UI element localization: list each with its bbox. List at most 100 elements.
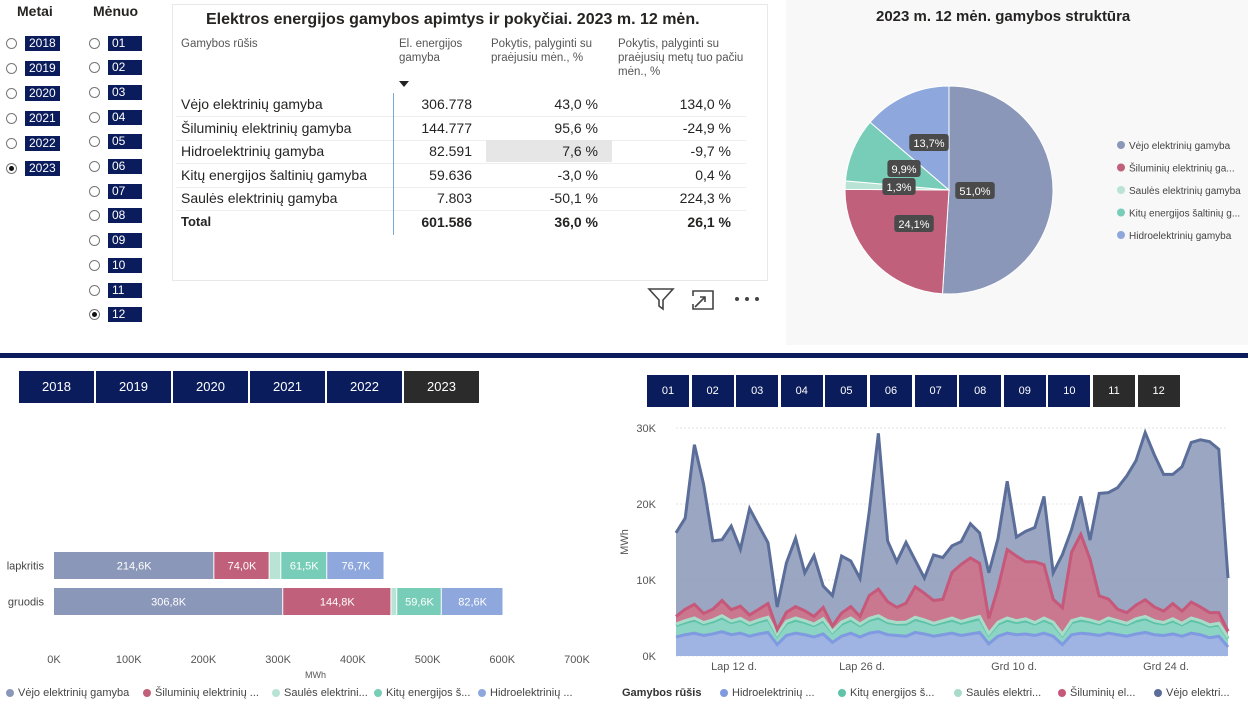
area-legend-item[interactable]: Šiluminių el... [1058, 687, 1135, 699]
year-button-2019[interactable]: 2019 [96, 371, 171, 403]
year-button-2021[interactable]: 2021 [250, 371, 325, 403]
bar-legend-item[interactable]: Hidroelektrinių ... [478, 687, 573, 699]
month-button-10[interactable]: 10 [1048, 375, 1091, 407]
radio-button[interactable] [6, 87, 17, 99]
bar-legend-item[interactable]: Šiluminių elektrinių ... [143, 687, 259, 699]
pie-legend-label[interactable]: Vėjo elektrinių gamyba [1129, 141, 1231, 152]
bar-segment[interactable] [283, 588, 391, 615]
col-header-type[interactable]: Gamybos rūšis [181, 38, 258, 50]
bar-segment[interactable] [54, 552, 214, 579]
year-option[interactable]: 2022 [6, 134, 60, 152]
month-option[interactable]: 12 [89, 306, 142, 324]
col-header-change-year[interactable]: Pokytis, palyginti su praėjusių metų tuo… [618, 38, 744, 78]
radio-button[interactable] [89, 309, 100, 321]
month-option[interactable]: 05 [89, 133, 142, 151]
radio-button[interactable] [6, 162, 17, 174]
pie-legend-label[interactable]: Šiluminių elektrinių ga... [1129, 162, 1235, 175]
pie-legend-label[interactable]: Hidroelektrinių gamyba [1129, 231, 1232, 242]
year-button-2022[interactable]: 2022 [327, 371, 402, 403]
area-series-line[interactable] [674, 428, 1230, 608]
radio-button[interactable] [89, 284, 100, 296]
bar-segment[interactable] [54, 588, 283, 615]
month-option[interactable]: 10 [89, 256, 142, 274]
radio-button[interactable] [89, 86, 100, 98]
filter-icon[interactable] [647, 286, 675, 312]
table-row[interactable]: Hidroelektrinių gamyba 82.591 7,6 % -9,7 % [176, 140, 746, 164]
month-option[interactable]: 07 [89, 182, 142, 200]
bar-segment[interactable] [441, 588, 503, 615]
month-button-05[interactable]: 05 [825, 375, 868, 407]
area-legend-item[interactable]: Kitų energijos š... [838, 687, 934, 699]
area-legend-item[interactable]: Hidroelektrinių ... [720, 687, 815, 699]
month-button-02[interactable]: 02 [691, 375, 734, 407]
area-series-line[interactable] [675, 530, 1230, 634]
radio-button[interactable] [89, 161, 100, 172]
month-button-11[interactable]: 11 [1093, 375, 1135, 407]
radio-button[interactable] [89, 62, 100, 74]
radio-button[interactable] [6, 112, 17, 124]
month-option[interactable]: 02 [89, 59, 142, 77]
bar-legend-item[interactable]: Vėjo elektrinių gamyba [6, 687, 129, 699]
year-option[interactable]: 2021 [6, 109, 60, 127]
radio-button[interactable] [89, 111, 100, 123]
radio-button[interactable] [89, 210, 100, 222]
bar-segment[interactable] [391, 588, 397, 615]
radio-button[interactable] [89, 37, 100, 49]
radio-button[interactable] [89, 185, 100, 197]
sort-desc-icon[interactable] [399, 81, 409, 87]
month-option[interactable]: 04 [89, 108, 142, 126]
year-option[interactable]: 2020 [6, 84, 60, 102]
area-series[interactable] [676, 432, 1228, 632]
bar-segment[interactable] [269, 552, 281, 579]
month-option[interactable]: 08 [89, 207, 142, 225]
radio-button[interactable] [6, 137, 17, 149]
col-header-production[interactable]: El. energijos gamyba [399, 38, 463, 64]
bar-legend-item[interactable]: Saulės elektrini... [272, 687, 368, 699]
col-header-change-month[interactable]: Pokytis, palyginti su praėjusiu mėn., % [491, 38, 592, 64]
month-button-04[interactable]: 04 [780, 375, 823, 407]
month-button-12[interactable]: 12 [1137, 375, 1180, 407]
month-button-01[interactable]: 01 [647, 375, 689, 407]
month-button-07[interactable]: 07 [914, 375, 957, 407]
month-option[interactable]: 06 [89, 158, 142, 176]
pie-slice[interactable] [844, 188, 950, 295]
year-option[interactable]: 2023 [6, 159, 60, 177]
table-row[interactable]: Saulės elektrinių gamyba 7.803 -50,1 % 224,… [176, 187, 746, 211]
radio-button[interactable] [6, 37, 17, 49]
bar-segment[interactable] [281, 552, 327, 579]
year-button-2023[interactable]: 2023 [404, 371, 479, 403]
pie-slice[interactable] [941, 85, 1054, 295]
month-button-09[interactable]: 09 [1003, 375, 1046, 407]
pie-legend-label[interactable]: Saulės elektrinių gamyba [1129, 186, 1241, 197]
month-option[interactable]: 03 [89, 83, 142, 101]
area-series-line[interactable] [675, 614, 1230, 639]
bar-segment[interactable] [397, 588, 441, 615]
month-option[interactable]: 11 [89, 281, 142, 299]
area-series-line[interactable] [675, 630, 1230, 648]
pie-legend-label[interactable]: Kitų energijos šaltinių g... [1129, 209, 1240, 220]
bar-legend-item[interactable]: Kitų energijos š... [374, 687, 470, 699]
area-legend-item[interactable]: Saulės elektri... [954, 687, 1041, 699]
year-option[interactable]: 2019 [6, 59, 60, 77]
month-button-03[interactable]: 03 [736, 375, 779, 407]
more-options-icon[interactable] [734, 296, 760, 302]
year-button-2020[interactable]: 2020 [173, 371, 248, 403]
month-button-06[interactable]: 06 [870, 375, 912, 407]
table-total-row[interactable]: Total 601.586 36,0 % 26,1 % [176, 211, 746, 234]
radio-button[interactable] [89, 235, 100, 247]
focus-mode-icon[interactable] [690, 288, 716, 312]
year-option[interactable]: 2018 [6, 34, 60, 52]
table-row[interactable]: Šiluminių elektrinių gamyba 144.777 95,6 %… [176, 117, 746, 141]
radio-button[interactable] [6, 62, 17, 74]
year-button-2018[interactable]: 2018 [19, 371, 94, 403]
area-legend-item[interactable]: Vėjo elektri... [1154, 687, 1230, 699]
bar-segment[interactable] [327, 552, 384, 579]
month-option[interactable]: 01 [89, 34, 142, 52]
table-row[interactable]: Vėjo elektrinių gamyba 306.778 43,0 % 134,0… [176, 93, 746, 117]
radio-button[interactable] [89, 259, 100, 271]
bar-segment[interactable] [214, 552, 269, 579]
month-button-08[interactable]: 08 [959, 375, 1002, 407]
table-row[interactable]: Kitų energijos šaltinių gamyba 59.636 -3,0… [176, 164, 746, 188]
month-option[interactable]: 09 [89, 232, 142, 250]
radio-button[interactable] [89, 136, 100, 148]
